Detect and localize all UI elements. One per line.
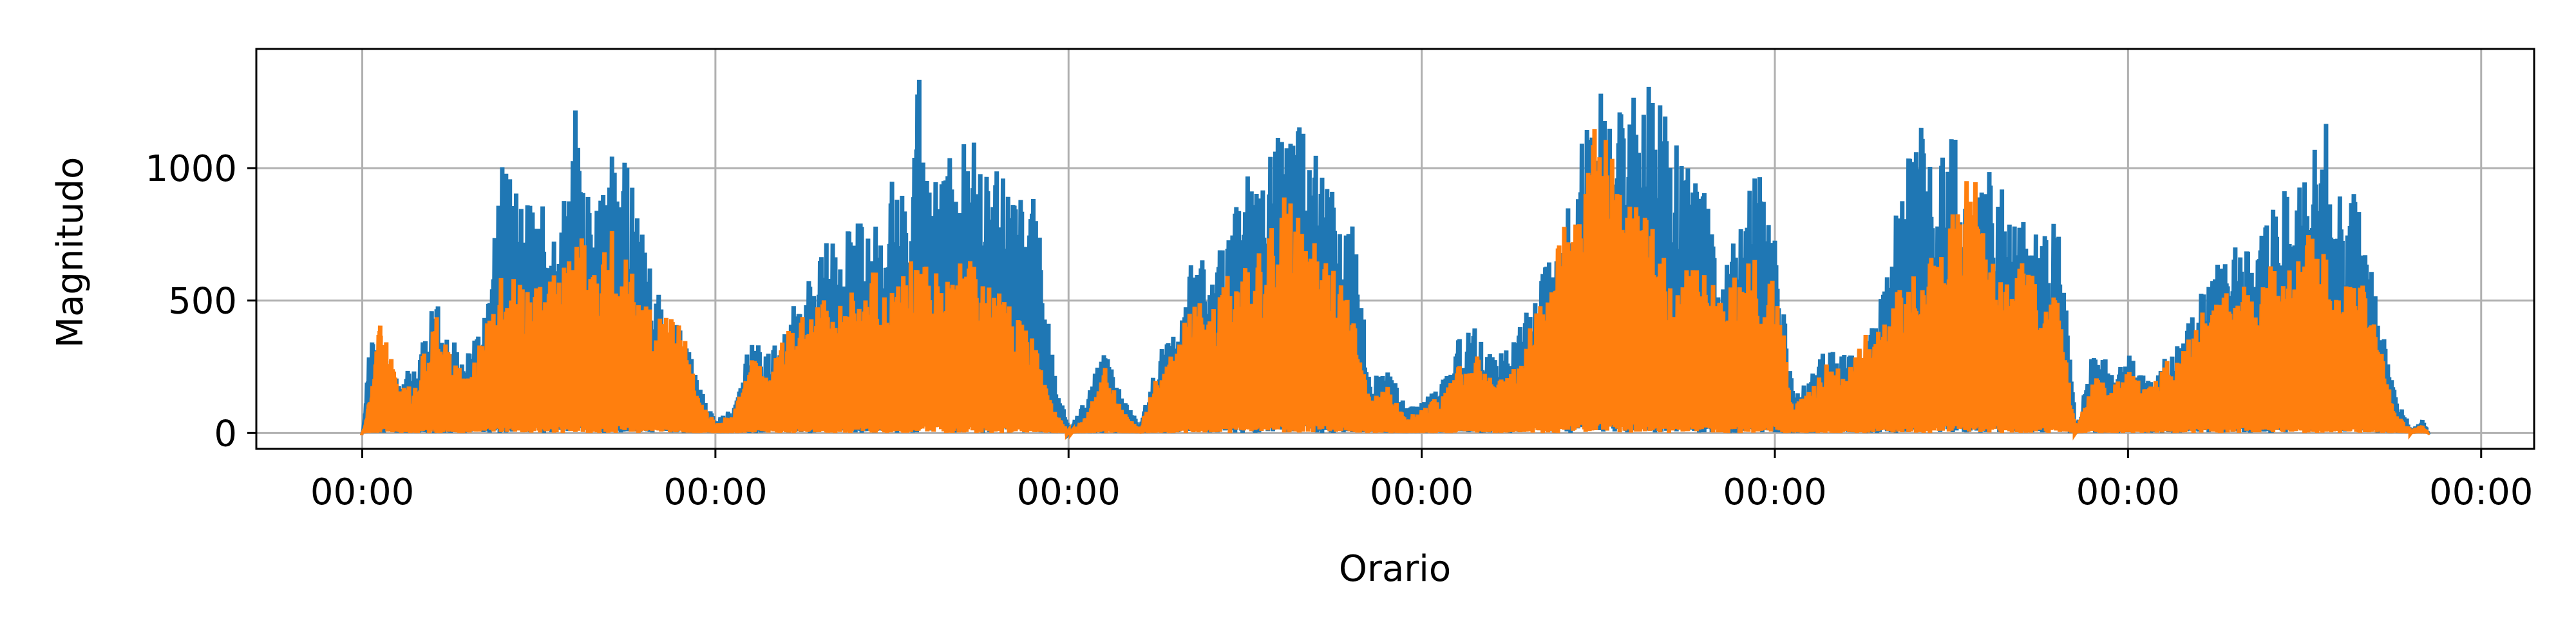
x-tick-label: 00:00 [310, 471, 414, 513]
x-tick-label: 00:00 [1017, 471, 1121, 513]
y-axis-label: Magnitudo [50, 157, 91, 348]
x-tick-label: 00:00 [1723, 471, 1826, 513]
y-tick-label: 500 [168, 281, 237, 323]
plot-frame [255, 48, 2535, 450]
x-axis-label: Orario [1339, 548, 1451, 590]
y-tick-label: 1000 [145, 148, 237, 190]
series-2 [359, 129, 2430, 440]
y-tick-label: 0 [214, 413, 237, 455]
series-layer [359, 79, 2431, 440]
x-tick-label: 00:00 [2076, 471, 2180, 513]
x-tick-label: 00:00 [1370, 471, 1473, 513]
x-tick-label: 00:00 [663, 471, 767, 513]
ticks: 00:00 00:00 00:00 00:00 00:00 00:00 00:00 0 500 1… [145, 148, 2533, 513]
series-2-line [359, 129, 2430, 440]
x-tick-label: 00:00 [2429, 471, 2533, 513]
